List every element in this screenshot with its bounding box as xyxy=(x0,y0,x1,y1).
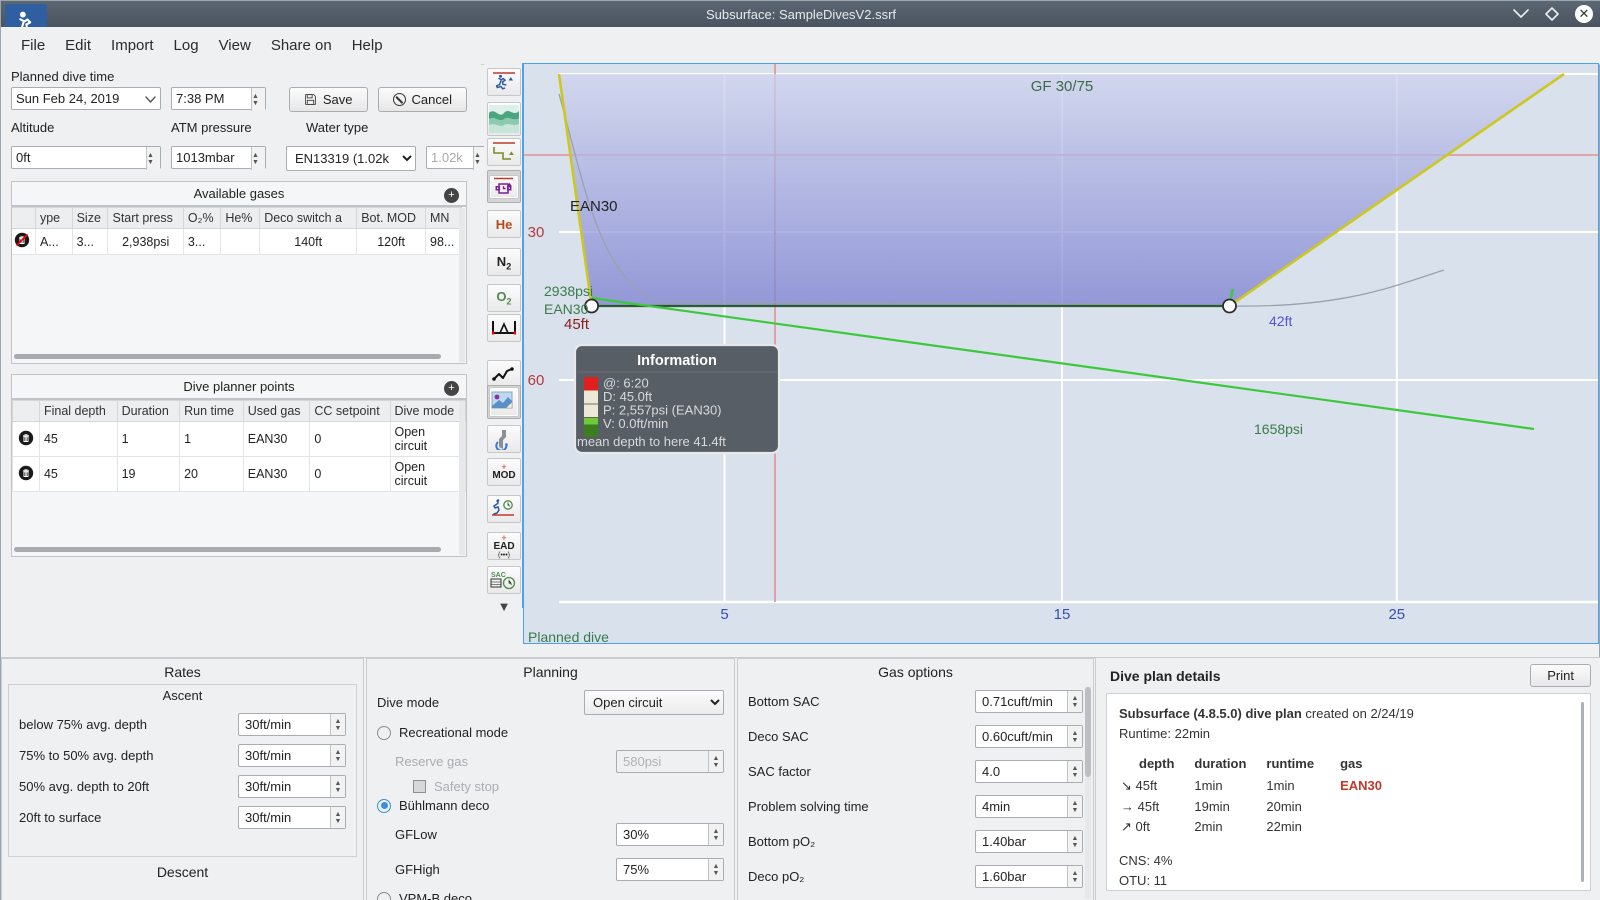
svg-text:GF 30/75: GF 30/75 xyxy=(1031,78,1094,95)
svg-text:25: 25 xyxy=(1388,606,1405,623)
svg-text:SAC: SAC xyxy=(491,572,506,579)
svg-text:2938psi: 2938psi xyxy=(544,283,593,299)
svg-text:EAN30: EAN30 xyxy=(570,198,618,215)
svg-text:Information: Information xyxy=(637,353,717,369)
svg-text:30: 30 xyxy=(528,224,545,241)
svg-text:EAN30: EAN30 xyxy=(544,301,589,317)
svg-text:1658psi: 1658psi xyxy=(1254,421,1303,437)
svg-text:5: 5 xyxy=(720,606,728,623)
svg-text:V: 0.0ft/min: V: 0.0ft/min xyxy=(603,416,668,431)
svg-text:15: 15 xyxy=(1054,606,1071,623)
svg-text:60: 60 xyxy=(528,372,545,389)
svg-text:45ft: 45ft xyxy=(564,316,590,333)
svg-text:Planned dive: Planned dive xyxy=(528,629,609,644)
svg-text:42ft: 42ft xyxy=(1269,313,1292,329)
svg-text:mean depth to here 41.4ft: mean depth to here 41.4ft xyxy=(577,434,726,449)
